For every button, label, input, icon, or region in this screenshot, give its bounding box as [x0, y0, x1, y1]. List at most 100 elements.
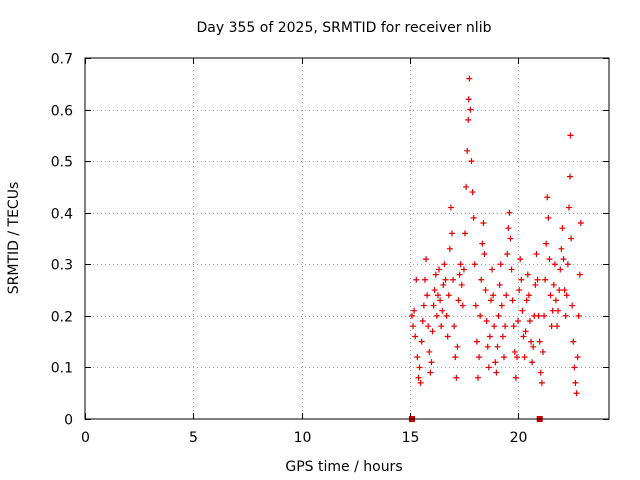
data-point	[546, 256, 553, 263]
data-point	[512, 374, 519, 381]
data-point	[481, 250, 488, 257]
data-point	[511, 348, 518, 355]
data-point	[510, 323, 517, 330]
data-point	[542, 276, 549, 283]
data-point	[550, 281, 557, 288]
data-point	[562, 312, 569, 319]
data-point	[442, 276, 449, 283]
data-point	[498, 302, 505, 309]
data-point	[517, 256, 524, 263]
data-point	[455, 297, 462, 304]
data-point	[505, 225, 512, 232]
data-point	[414, 354, 421, 361]
data-point	[509, 297, 516, 304]
data-point	[427, 369, 434, 376]
data-point	[438, 323, 445, 330]
data-point	[472, 302, 479, 309]
data-point	[418, 338, 425, 345]
data-point	[467, 106, 474, 113]
data-point	[424, 292, 431, 299]
data-point	[465, 116, 472, 123]
data-point	[535, 312, 542, 319]
data-point	[572, 379, 579, 386]
data-point	[466, 75, 473, 82]
data-point	[490, 292, 497, 299]
data-point	[538, 379, 545, 386]
data-point	[460, 266, 467, 273]
data-point	[568, 235, 575, 242]
data-point	[451, 323, 458, 330]
data-point	[430, 302, 437, 309]
data-point	[477, 312, 484, 319]
data-point	[480, 220, 487, 227]
data-point	[539, 348, 546, 355]
data-point	[431, 287, 438, 294]
data-point	[434, 292, 441, 299]
data-point	[450, 276, 457, 283]
data-point	[486, 333, 493, 340]
data-point	[495, 312, 502, 319]
data-point	[534, 276, 541, 283]
data-point	[420, 302, 427, 309]
data-point	[573, 390, 580, 397]
data-point	[557, 266, 564, 273]
data-point	[428, 359, 435, 366]
data-point	[465, 96, 472, 103]
data-point	[496, 281, 503, 288]
data-point	[416, 364, 423, 371]
data-point	[456, 271, 463, 278]
x-tick-label: 15	[402, 430, 420, 446]
data-point	[506, 209, 513, 216]
data-point	[454, 343, 461, 350]
data-point	[423, 256, 430, 263]
data-point	[533, 250, 540, 257]
data-point	[522, 328, 529, 335]
data-point	[507, 235, 514, 242]
data-point	[413, 276, 420, 283]
y-tick-label: 0.5	[51, 155, 73, 171]
data-point	[520, 333, 527, 340]
data-point	[432, 271, 439, 278]
data-point	[565, 204, 572, 211]
data-point	[447, 204, 454, 211]
data-point	[544, 194, 551, 201]
data-point	[521, 354, 528, 361]
data-point	[415, 374, 422, 381]
data-point	[469, 189, 476, 196]
data-point	[491, 323, 498, 330]
data-point	[468, 158, 475, 165]
data-point	[548, 323, 555, 330]
data-point	[518, 276, 525, 283]
data-point	[482, 287, 489, 294]
data-point	[421, 276, 428, 283]
data-point	[475, 374, 481, 381]
data-point	[559, 225, 566, 232]
data-point	[445, 292, 452, 299]
data-point	[561, 287, 568, 294]
data-point	[500, 354, 507, 361]
data-point	[411, 307, 418, 314]
data-point	[577, 220, 584, 227]
data-point	[485, 364, 492, 371]
data-point	[502, 323, 509, 330]
data-point	[440, 281, 447, 288]
plot-frame	[84, 57, 610, 420]
data-point	[551, 261, 558, 268]
data-point	[558, 245, 565, 252]
data-point	[563, 292, 570, 299]
data-point	[439, 307, 446, 314]
data-point	[519, 307, 526, 314]
data-point	[459, 302, 466, 309]
data-point	[541, 312, 548, 319]
data-point	[444, 333, 451, 340]
data-point	[453, 374, 460, 381]
data-point	[569, 302, 576, 309]
data-point	[513, 354, 520, 361]
data-point	[441, 261, 448, 268]
data-point	[412, 333, 419, 340]
y-tick-label: 0	[64, 413, 73, 429]
data-point	[419, 318, 426, 325]
y-tick-label: 0.7	[51, 52, 73, 68]
data-point	[504, 250, 511, 257]
data-point	[425, 323, 432, 330]
